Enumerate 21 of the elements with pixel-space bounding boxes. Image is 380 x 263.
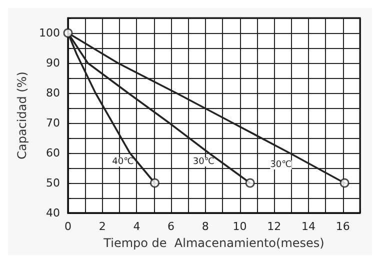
- x-tick-label: 2: [98, 220, 106, 233]
- x-tick-label: 16: [336, 220, 350, 233]
- annotation: 40℃: [112, 157, 134, 167]
- x-tick-label: 0: [64, 220, 72, 233]
- y-tick-label: 50: [46, 176, 60, 190]
- y-tick-label: 40: [46, 206, 60, 220]
- annotation: 30℃: [192, 157, 214, 167]
- y-tick-label: 60: [46, 146, 60, 160]
- x-tick-label: 4: [133, 220, 140, 233]
- y-tick-label: 90: [46, 56, 60, 70]
- x-tick-label: 6: [168, 220, 175, 233]
- x-tick-label: 8: [202, 220, 209, 233]
- y-tick-label: 100: [39, 26, 60, 40]
- y-axis-title: Capacidad (%): [15, 72, 30, 160]
- y-tick-label: 80: [46, 86, 60, 100]
- y-tick-label: 70: [46, 116, 60, 130]
- x-axis-title: Tiempo de Almacenamiento(meses): [102, 236, 324, 250]
- x-tick-label: 10: [232, 220, 247, 233]
- x-tick-label: 12: [267, 220, 282, 233]
- annotation: 30℃: [270, 160, 292, 170]
- x-tick-label: 14: [301, 220, 316, 233]
